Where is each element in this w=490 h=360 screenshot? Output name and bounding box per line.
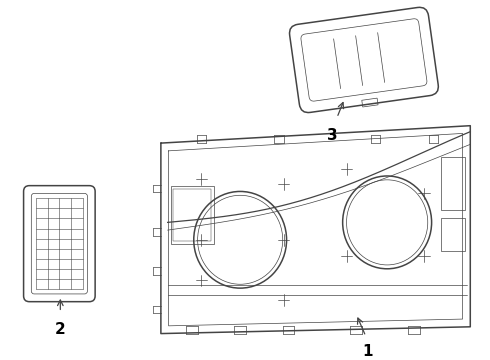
Bar [171,186,214,244]
Bar [441,157,466,210]
Bar [173,189,211,241]
Text: 3: 3 [327,128,337,143]
Text: 2: 2 [55,322,66,337]
Bar [441,217,466,251]
Text: 1: 1 [363,344,373,359]
